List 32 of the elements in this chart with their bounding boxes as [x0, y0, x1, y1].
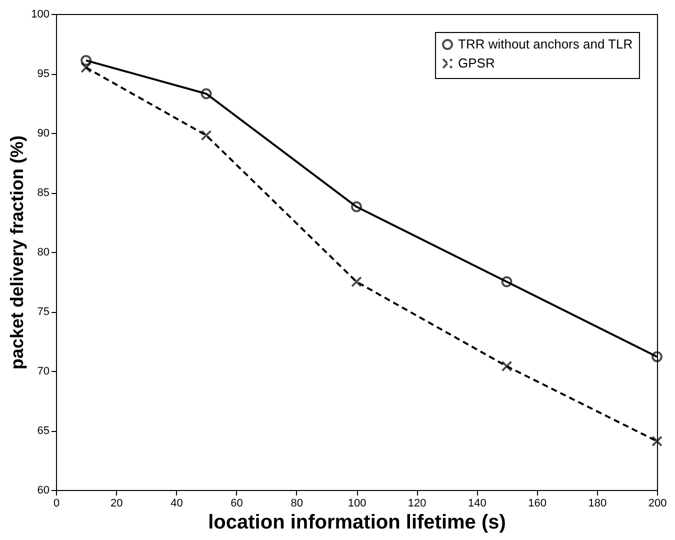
legend-label: GPSR	[458, 56, 495, 70]
y-tick-label: 90	[37, 128, 50, 140]
y-tick-label: 80	[37, 246, 50, 258]
point	[652, 436, 662, 447]
y-tick-label: 65	[37, 425, 50, 437]
point	[351, 201, 362, 212]
point	[200, 130, 212, 141]
x-tick-label: 160	[528, 498, 546, 510]
y-tick-label: 60	[37, 484, 50, 496]
y-tick-label: 95	[37, 68, 50, 80]
point	[652, 351, 662, 362]
x-tick-label: 140	[468, 498, 486, 510]
x-tick-label: 0	[53, 498, 60, 510]
y-tick-label: 70	[37, 366, 50, 378]
x-tick-label: 80	[290, 498, 304, 510]
x-tick-label: 100	[348, 498, 366, 510]
y-tick-label: 100	[31, 8, 50, 20]
y-tick-label: 85	[37, 187, 50, 199]
point	[200, 88, 212, 100]
x-tick-label: 180	[588, 498, 607, 510]
point	[501, 360, 512, 372]
y-axis-title: packet delivery fraction (%)	[7, 135, 28, 370]
y-tick-label: 75	[37, 306, 50, 318]
x-tick-label: 40	[170, 498, 183, 510]
x-axis-title: location information lifetime (s)	[208, 512, 506, 534]
x-tick-label: 60	[230, 498, 243, 510]
x-tick-label: 20	[110, 498, 123, 510]
x-tick-label: 120	[408, 498, 426, 510]
x-tick-label: 200	[648, 498, 667, 510]
point	[351, 276, 362, 288]
point	[501, 276, 512, 288]
legend-label: TRR without anchors and TLR	[458, 36, 633, 52]
